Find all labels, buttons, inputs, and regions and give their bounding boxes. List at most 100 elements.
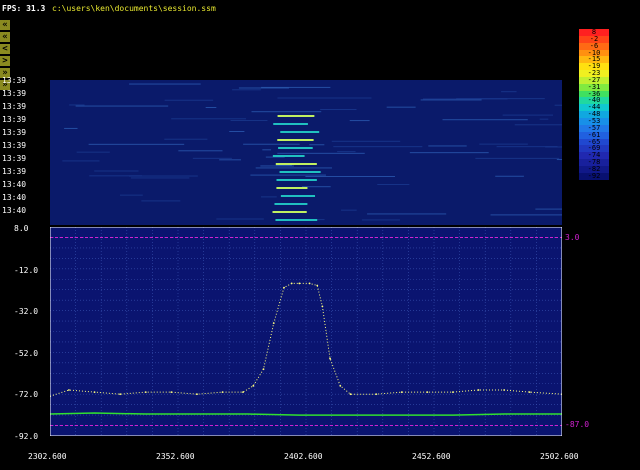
waterfall-noise — [130, 177, 190, 179]
waterfall-noise — [277, 97, 372, 99]
waterfall-signal — [273, 123, 308, 125]
waterfall-noise — [128, 175, 198, 177]
x-tick-label: 2502.600 — [540, 452, 579, 461]
waterfall-noise — [232, 89, 261, 91]
waterfall-signal — [280, 195, 316, 197]
scale-cell: -82 — [579, 165, 609, 173]
timestamp-label: 13:40 — [2, 193, 27, 202]
waterfall-noise — [76, 151, 110, 153]
waterfall-noise — [349, 120, 370, 122]
y-tick-label: -32.0 — [14, 307, 39, 316]
timestamp-label: 13:40 — [2, 206, 27, 215]
scale-cell: -57 — [579, 124, 609, 132]
scale-cell: -2 — [579, 35, 609, 43]
series-point — [349, 393, 352, 396]
series-point — [321, 305, 324, 308]
waterfall-noise — [164, 99, 214, 101]
scale-cell: -10 — [579, 49, 609, 57]
waterfall-signal — [280, 131, 320, 133]
timestamp-label: 13:39 — [2, 141, 27, 150]
scale-cell: -61 — [579, 131, 609, 139]
waterfall-noise — [545, 146, 562, 148]
waterfall-noise — [490, 214, 562, 216]
nav-fast-back-button[interactable]: « — [0, 32, 10, 42]
nav-fast-forward-button[interactable]: » — [0, 68, 10, 78]
series-point — [329, 357, 331, 360]
waterfall-noise — [192, 157, 232, 159]
nav-last-button[interactable]: » — [0, 80, 10, 90]
scale-cell: 8 — [579, 29, 609, 36]
waterfall-noise — [442, 119, 528, 121]
y-tick-label: -72.0 — [14, 390, 39, 399]
scale-cell: -65 — [579, 138, 609, 146]
waterfall-noise — [260, 196, 277, 198]
waterfall-noise — [337, 151, 356, 153]
waterfall-signal — [276, 179, 317, 181]
waterfall-noise — [535, 208, 562, 210]
series-point — [262, 368, 265, 371]
timestamp-label: 13:39 — [2, 167, 27, 176]
waterfall-noise — [475, 157, 560, 159]
waterfall-noise — [361, 219, 400, 221]
waterfall-noise — [367, 213, 447, 215]
scale-cell: -69 — [579, 145, 609, 153]
scale-cell: -53 — [579, 118, 609, 125]
scale-cell: -15 — [579, 56, 609, 64]
series-point — [528, 391, 531, 394]
waterfall-noise — [178, 150, 223, 152]
scale-cell: -48 — [579, 111, 609, 118]
waterfall-noise — [229, 130, 245, 132]
waterfall-noise — [89, 175, 143, 177]
series-point — [400, 391, 403, 394]
marker-top-label: 3.0 — [565, 233, 580, 242]
waterfall-noise — [219, 159, 241, 161]
timestamp-label: 13:39 — [2, 76, 27, 85]
x-tick-label: 2402.600 — [284, 452, 323, 461]
series-point — [503, 389, 506, 391]
waterfall-noise — [119, 194, 143, 196]
scale-cell: -23 — [579, 70, 609, 77]
waterfall-noise — [539, 118, 549, 120]
waterfall-noise — [262, 149, 272, 151]
waterfall-noise — [386, 106, 416, 108]
waterfall-noise — [205, 107, 217, 109]
series-point — [252, 384, 255, 387]
waterfall-signal — [274, 203, 308, 205]
waterfall-noise — [69, 104, 85, 106]
waterfall-noise — [556, 159, 562, 161]
waterfall-noise — [377, 183, 410, 185]
series-point — [221, 391, 224, 394]
waterfall-signal — [272, 155, 305, 157]
nav-first-button[interactable]: « — [0, 20, 10, 30]
series-line — [50, 412, 562, 416]
nav-back-button[interactable]: < — [0, 44, 10, 54]
series-point — [68, 389, 70, 391]
timestamp-label: 13:40 — [2, 180, 27, 189]
waterfall-noise — [64, 127, 78, 129]
nav-forward-button[interactable]: > — [0, 56, 10, 66]
waterfall-noise — [141, 200, 181, 202]
scale-cell: -19 — [579, 63, 609, 71]
scale-cell: -92 — [579, 172, 609, 180]
spectrum-plot[interactable] — [50, 227, 562, 436]
waterfall-noise — [230, 120, 268, 122]
x-tick-label: 2452.600 — [412, 452, 451, 461]
waterfall-noise — [479, 143, 528, 145]
series-point — [375, 393, 378, 396]
scale-cell: -31 — [579, 83, 609, 91]
waterfall-display[interactable] — [50, 80, 562, 225]
series-point — [298, 282, 301, 285]
waterfall-noise — [88, 143, 185, 145]
scale-cell: -36 — [579, 90, 609, 98]
waterfall-noise — [331, 140, 401, 142]
series-point — [242, 391, 244, 394]
waterfall-noise — [94, 170, 139, 172]
waterfall-noise — [496, 146, 558, 148]
waterfall-noise — [495, 175, 524, 177]
waterfall-signal — [279, 171, 321, 173]
waterfall-noise — [428, 145, 467, 147]
series-point — [196, 393, 198, 396]
waterfall-noise — [501, 91, 517, 93]
waterfall-signal — [275, 163, 317, 165]
waterfall-noise — [250, 174, 326, 176]
